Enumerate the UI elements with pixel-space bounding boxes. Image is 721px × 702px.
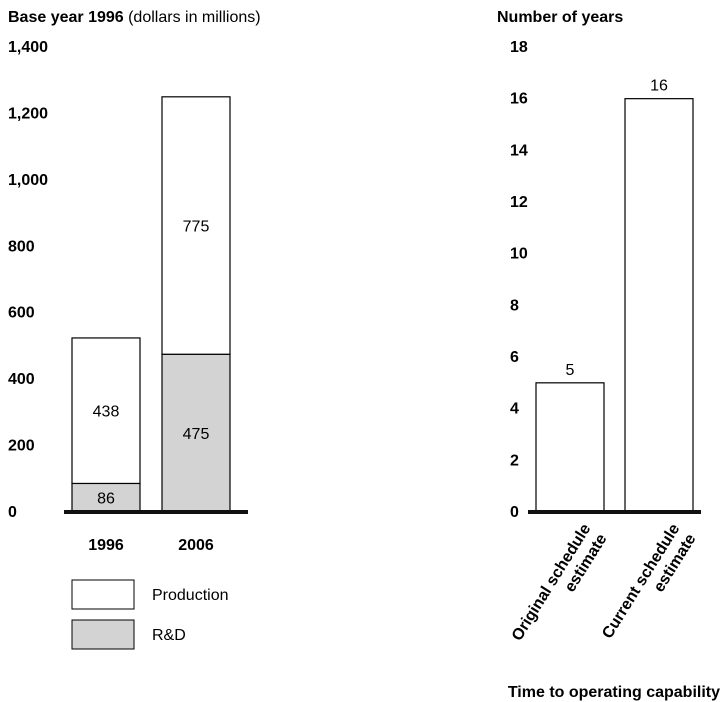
y-tick-label-600: 600 <box>8 305 35 322</box>
bar-original-schedule-estimate <box>535 382 605 513</box>
x-tick-label-2006: 2006 <box>178 537 214 554</box>
y-tick-label-18: 18 <box>510 39 528 56</box>
data-label-2006-r-d: 475 <box>183 426 210 443</box>
y-tick-label-200: 200 <box>8 438 35 455</box>
bar-2006-production <box>161 96 231 355</box>
legend-label-production: Production <box>152 587 229 604</box>
y-tick-label-12: 12 <box>510 194 528 211</box>
y-tick-label-800: 800 <box>8 238 35 255</box>
x-axis-baseline <box>528 510 701 514</box>
y-tick-label-0: 0 <box>8 504 17 521</box>
y-tick-label-8: 8 <box>510 297 519 314</box>
x-axis-baseline <box>64 510 248 514</box>
y-tick-label-1200: 1,200 <box>8 105 48 122</box>
data-label-1996-production: 438 <box>93 404 120 421</box>
y-tick-label-400: 400 <box>8 371 35 388</box>
chart-title-note: (dollars in millions) <box>124 9 261 26</box>
chart-title-main: Base year 1996 <box>8 9 124 26</box>
y-tick-label-16: 16 <box>510 91 528 108</box>
y-tick-label-4: 4 <box>510 401 519 418</box>
chart-title: Base year 1996 (dollars in millions) <box>8 9 261 26</box>
data-label-1996-r-d: 86 <box>97 491 115 508</box>
y-tick-label-1400: 1,400 <box>8 39 48 56</box>
data-label-2006-production: 775 <box>183 219 210 236</box>
x-tick-label-original-schedule-estimate: Original scheduleestimate <box>509 521 611 654</box>
x-tick-label-1996: 1996 <box>88 537 124 554</box>
y-tick-label-0: 0 <box>510 504 519 521</box>
y-tick-label-10: 10 <box>510 246 528 263</box>
x-tick-label-current-schedule-estimate: Current scheduleestimate <box>599 521 699 652</box>
bar-1996-production <box>71 337 141 485</box>
bar-current-schedule-estimate <box>624 98 694 513</box>
y-tick-label-6: 6 <box>510 349 519 366</box>
data-label-current-schedule-estimate: 16 <box>650 78 668 95</box>
legend-swatch-r-d <box>71 619 135 650</box>
chart-title: Number of years <box>497 9 623 26</box>
y-tick-label-2: 2 <box>510 452 519 469</box>
y-tick-label-1000: 1,000 <box>8 172 48 189</box>
x-axis-title: Time to operating capability <box>508 684 720 701</box>
y-tick-label-14: 14 <box>510 142 528 159</box>
legend-swatch-production <box>71 579 135 610</box>
bar-1996-r-d <box>71 482 141 513</box>
data-label-original-schedule-estimate: 5 <box>566 362 575 379</box>
cost-chart: Base year 1996 (dollars in millions) 0 200… <box>8 9 261 650</box>
legend-label-r-d: R&D <box>152 627 186 644</box>
schedule-chart: Number of years 0 2 4 6 8 10 12 14 16 18 5 16 Origina… <box>497 9 720 701</box>
